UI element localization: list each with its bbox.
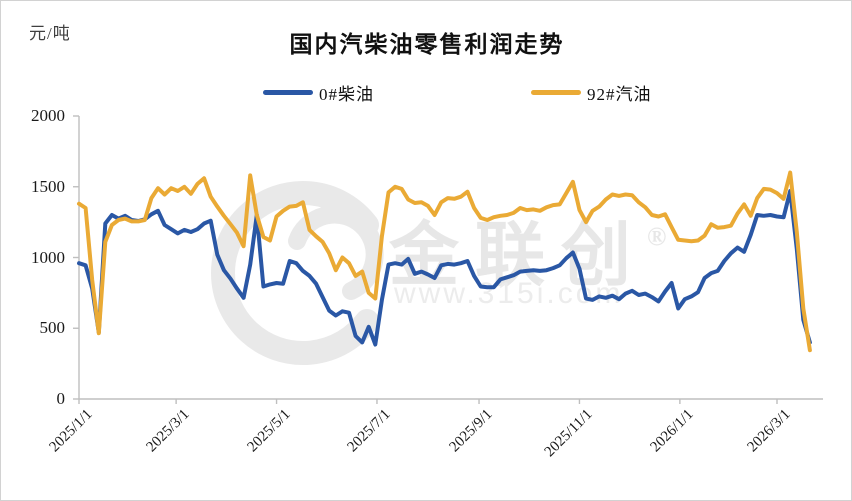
series-line-0#柴油: [77, 189, 812, 347]
watermark-brand: 金联创®: [389, 218, 667, 295]
registered-mark-icon: ®: [647, 222, 667, 251]
series-line-92#汽油: [77, 170, 812, 353]
